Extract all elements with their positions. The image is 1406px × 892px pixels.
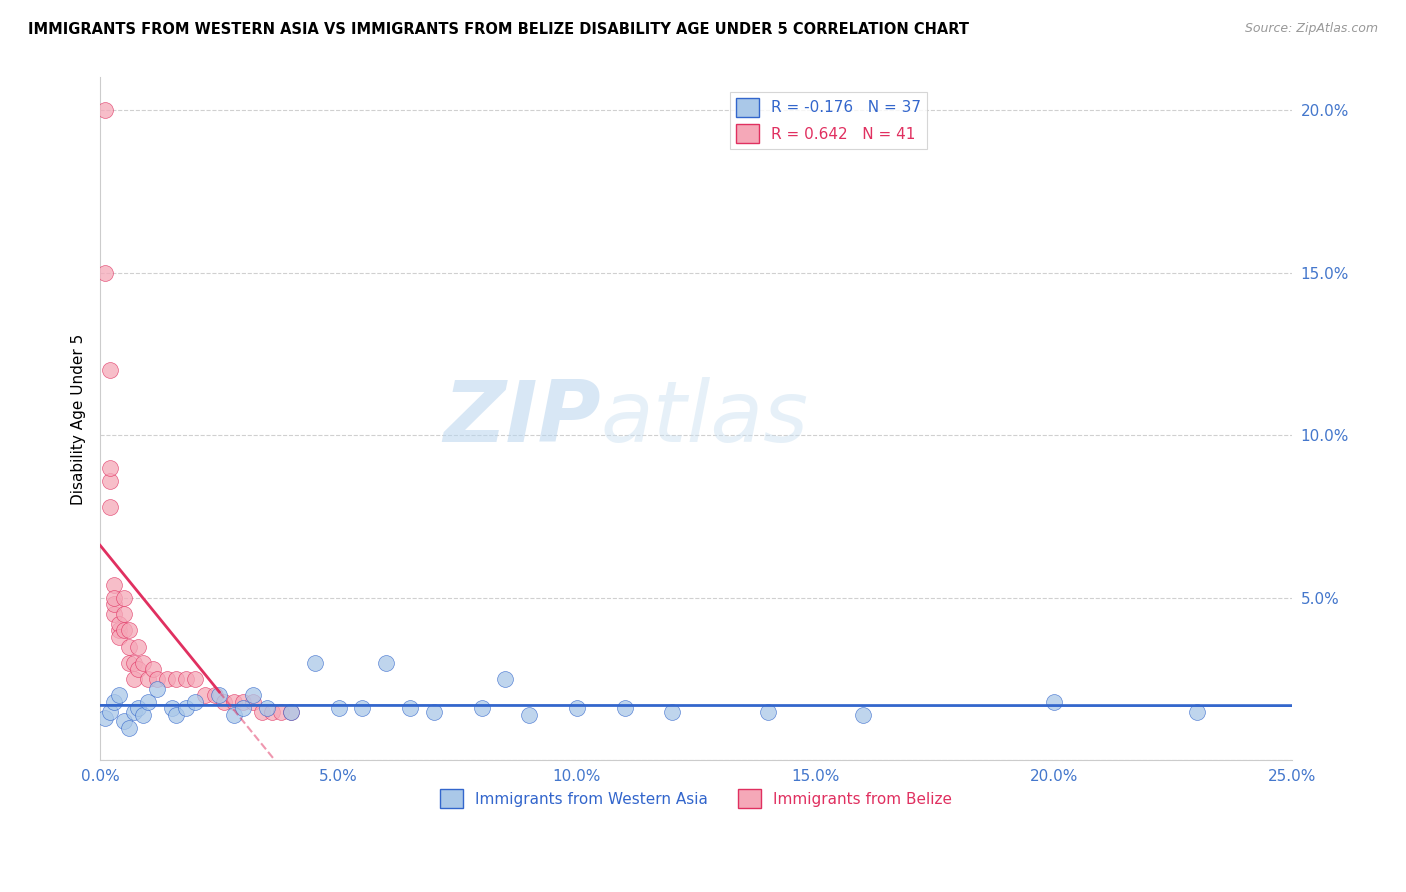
Point (98, 460, 121, 475)
Text: ZIP: ZIP (443, 377, 600, 460)
Point (94, 711, 117, 725)
Point (756, 705, 779, 719)
Point (222, 695, 245, 709)
Point (94, 266, 117, 280)
Point (423, 705, 446, 719)
Point (165, 672, 187, 686)
Point (122, 672, 145, 686)
Y-axis label: Disability Age Under 5: Disability Age Under 5 (72, 334, 86, 505)
Point (136, 672, 159, 686)
Point (208, 689, 231, 703)
Point (517, 707, 540, 722)
Point (108, 616, 131, 631)
Point (494, 672, 516, 686)
Point (132, 707, 155, 722)
Point (174, 701, 197, 715)
Point (118, 656, 141, 670)
Point (260, 705, 283, 719)
Text: IMMIGRANTS FROM WESTERN ASIA VS IMMIGRANTS FROM BELIZE DISABILITY AGE UNDER 5 CO: IMMIGRANTS FROM WESTERN ASIA VS IMMIGRAN… (28, 22, 969, 37)
Point (127, 640, 149, 654)
Point (328, 701, 350, 715)
Point (112, 714, 135, 729)
Point (232, 701, 254, 715)
Point (194, 689, 217, 703)
Point (212, 695, 235, 709)
Point (661, 705, 683, 719)
Point (471, 701, 494, 715)
Point (613, 701, 636, 715)
Point (98, 705, 121, 719)
Point (122, 705, 145, 719)
Point (122, 656, 145, 670)
Point (98, 363, 121, 377)
Point (280, 705, 302, 719)
Point (232, 695, 254, 709)
Point (304, 656, 326, 670)
Point (103, 597, 125, 611)
Point (242, 695, 264, 709)
Text: Source: ZipAtlas.com: Source: ZipAtlas.com (1244, 22, 1378, 36)
Point (112, 607, 135, 621)
Point (103, 607, 125, 621)
Point (399, 701, 422, 715)
Point (165, 707, 187, 722)
Point (112, 591, 135, 605)
Point (127, 662, 149, 676)
Point (1185, 705, 1208, 719)
Point (565, 701, 588, 715)
Point (103, 591, 125, 605)
Point (184, 672, 207, 686)
Point (108, 624, 131, 638)
Point (146, 672, 169, 686)
Point (256, 701, 278, 715)
Point (174, 672, 197, 686)
Point (270, 705, 292, 719)
Point (108, 689, 131, 703)
Point (252, 705, 274, 719)
Point (118, 721, 141, 735)
Point (204, 689, 226, 703)
Point (98, 500, 121, 514)
Point (852, 707, 875, 722)
Point (98, 474, 121, 488)
Point (1042, 695, 1064, 709)
Point (108, 630, 131, 644)
Point (160, 701, 183, 715)
Point (112, 624, 135, 638)
Point (375, 656, 398, 670)
Point (242, 689, 264, 703)
Point (352, 701, 374, 715)
Legend: Immigrants from Western Asia, Immigrants from Belize: Immigrants from Western Asia, Immigrants… (433, 783, 959, 814)
Point (146, 681, 169, 696)
Point (132, 656, 155, 670)
Point (142, 662, 165, 676)
Point (103, 578, 125, 592)
Point (118, 624, 141, 638)
Point (127, 701, 149, 715)
Point (103, 695, 125, 709)
Point (184, 695, 207, 709)
Point (222, 707, 245, 722)
Point (118, 640, 141, 654)
Text: atlas: atlas (600, 377, 808, 460)
Point (156, 672, 179, 686)
Point (136, 695, 159, 709)
Point (94, 103, 117, 117)
Point (280, 705, 302, 719)
